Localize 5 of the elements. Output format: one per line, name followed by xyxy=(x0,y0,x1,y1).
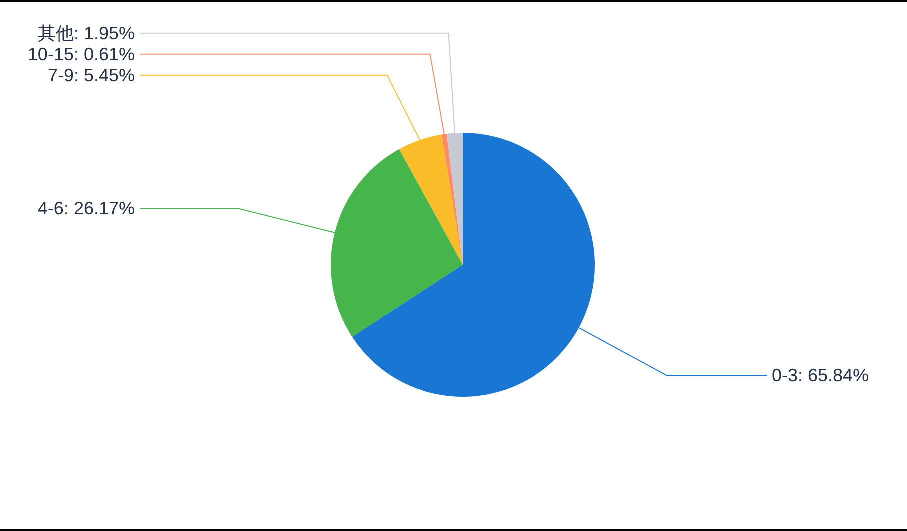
slice-label: 0-3: 65.84% xyxy=(772,366,870,386)
slice-label: 4-6: 26.17% xyxy=(38,198,135,219)
slice-label: 7-9: 5.45% xyxy=(48,65,135,86)
slice-label: 其他: 1.95% xyxy=(38,23,135,44)
slice-label: 10-15: 0.61% xyxy=(28,44,135,64)
